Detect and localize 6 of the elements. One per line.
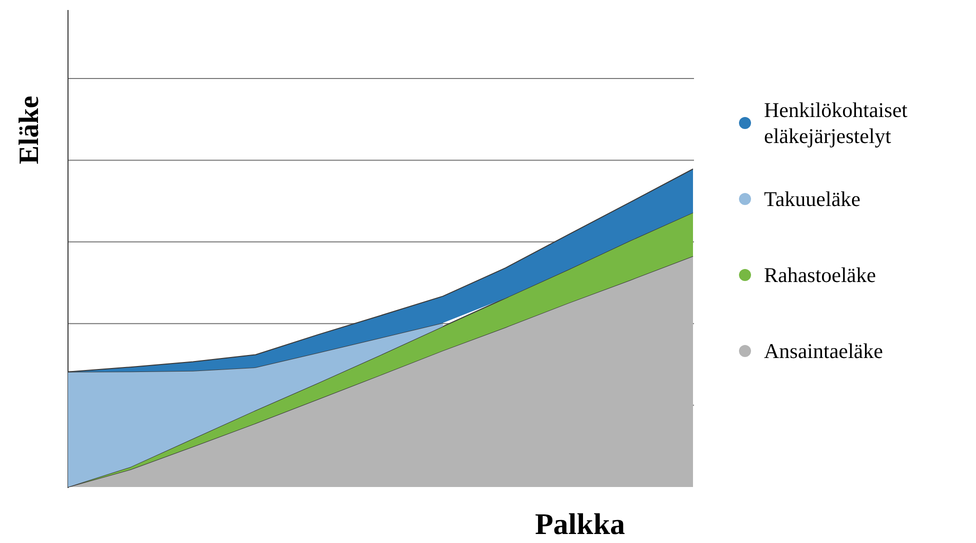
legend-label: Ansaintaeläke <box>764 338 884 364</box>
x-axis-title: Palkka <box>534 508 626 542</box>
y-axis-title: Eläke <box>14 96 46 164</box>
legend-label: Takuueläke <box>764 186 862 212</box>
legend-label: Henkilökohtaiset eläkejärjestelyt <box>764 97 908 149</box>
legend-label: Rahastoeläke <box>764 262 877 288</box>
